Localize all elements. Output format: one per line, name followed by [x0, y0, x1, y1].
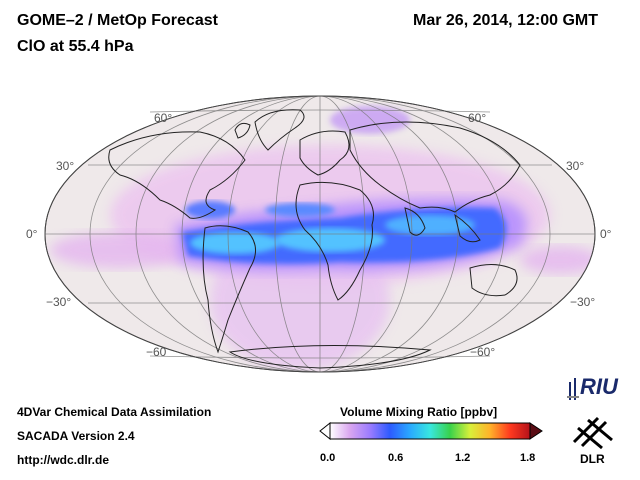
- dlr-logo: DLR: [566, 412, 626, 472]
- colorbar-tick-2: 1.2: [455, 452, 471, 464]
- dlr-logo-text: DLR: [580, 452, 605, 466]
- title-line-2: ClO at 55.4 hPa: [17, 38, 134, 55]
- lat-label-left-minus60: −60: [146, 345, 167, 359]
- lat-label-right-minus30: −30°: [570, 295, 595, 309]
- riu-logo: RIU: [566, 374, 626, 404]
- dlr-emblem-icon: [572, 416, 613, 450]
- footer-link[interactable]: http://wdc.dlr.de: [17, 453, 109, 467]
- lat-label-left-0: 0°: [26, 227, 38, 241]
- lat-label-left-minus30: −30°: [46, 295, 71, 309]
- riu-tower-icon: [567, 378, 579, 400]
- data-field: [50, 106, 595, 370]
- lat-label-left-30: 30°: [56, 159, 74, 173]
- lat-label-right-0: 0°: [600, 227, 612, 241]
- lat-label-left-60: 60°: [154, 111, 172, 125]
- globe-outline: [44, 95, 596, 373]
- colorbar-tick-1: 0.6: [388, 452, 404, 464]
- colorbar-gradient: [329, 422, 531, 440]
- colorbar-min-arrow: [319, 421, 331, 441]
- riu-logo-text: RIU: [580, 374, 618, 399]
- lat-label-right-60: 60°: [468, 111, 486, 125]
- colorbar: [319, 421, 543, 441]
- date-time: Mar 26, 2014, 12:00 GMT: [413, 12, 598, 29]
- title-line-1: GOME–2 / MetOp Forecast: [17, 12, 218, 29]
- footer-line-1: 4DVar Chemical Data Assimilation: [17, 405, 212, 419]
- lat-label-right-30: 30°: [566, 159, 584, 173]
- colorbar-tick-0: 0.0: [320, 452, 336, 464]
- colorbar-max-arrow: [529, 422, 543, 440]
- coastlines: [108, 109, 521, 369]
- lat-label-right-minus60: −60°: [470, 345, 495, 359]
- colorbar-title: Volume Mixing Ratio [ppbv]: [340, 405, 498, 419]
- colorbar-tick-3: 1.8: [520, 452, 536, 464]
- footer-line-2: SACADA Version 2.4: [17, 429, 135, 443]
